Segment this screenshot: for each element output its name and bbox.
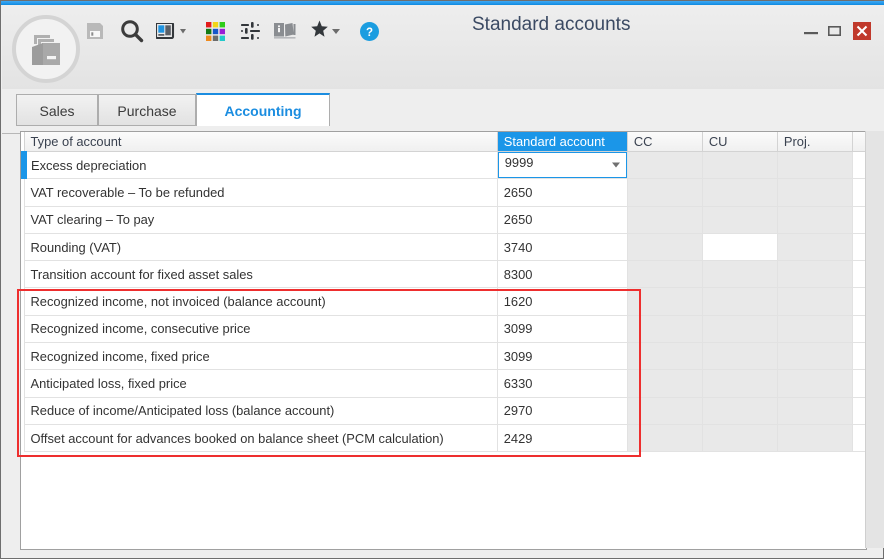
svg-text:?: ? [366, 27, 373, 39]
